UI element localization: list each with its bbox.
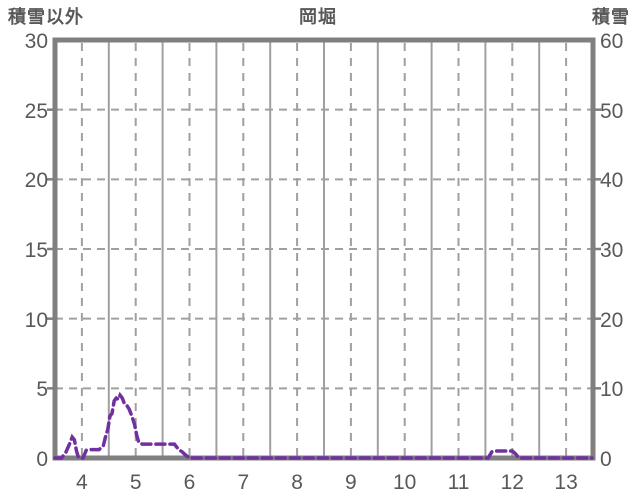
right-axis-tick-30: 30 (600, 239, 624, 262)
right-axis-tick-20: 20 (600, 308, 624, 332)
x-axis-tick-12: 12 (500, 471, 524, 494)
x-axis-tick-8: 8 (291, 471, 303, 494)
right-axis-tick-60: 60 (600, 30, 624, 53)
left-axis-title: 積雪以外 (8, 7, 84, 27)
x-axis-tick-7: 7 (237, 471, 250, 494)
right-axis-tick-50: 50 (600, 99, 624, 123)
x-axis-tick-4: 4 (76, 471, 88, 494)
left-axis-tick-25: 25 (24, 99, 48, 123)
right-axis-tick-10: 10 (600, 378, 624, 402)
left-axis-tick-20: 20 (24, 169, 48, 193)
x-axis-tick-10: 10 (393, 471, 417, 494)
left-axis-tick-30: 30 (24, 30, 48, 53)
right-axis-title: 積雪 (592, 7, 630, 27)
right-axis-tick-40: 40 (600, 169, 624, 193)
chart-title: 岡堀 (299, 7, 337, 27)
x-axis-tick-5: 5 (129, 471, 142, 494)
x-axis-tick-6: 6 (183, 471, 196, 494)
right-axis-tick-0: 0 (600, 448, 612, 471)
x-axis-tick-13: 13 (554, 471, 578, 494)
left-axis-tick-0: 0 (36, 448, 48, 471)
x-axis-tick-11: 11 (447, 471, 470, 494)
series-積雪以外 (53, 391, 594, 460)
x-axis-tick-9: 9 (345, 471, 357, 494)
left-axis-tick-5: 5 (36, 378, 48, 402)
left-axis-tick-10: 10 (24, 308, 48, 332)
left-axis-tick-15: 15 (24, 239, 48, 262)
